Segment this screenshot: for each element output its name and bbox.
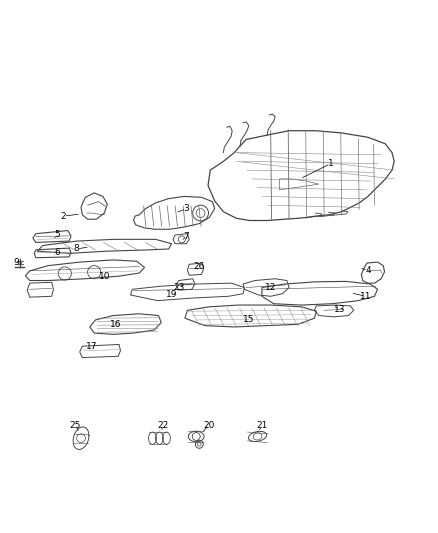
Text: 23: 23 [173, 283, 184, 292]
Text: 3: 3 [183, 204, 189, 213]
Text: 17: 17 [86, 342, 98, 351]
Text: 9: 9 [14, 259, 20, 268]
Text: 10: 10 [99, 272, 111, 281]
Text: 1: 1 [328, 159, 334, 168]
Text: 2: 2 [61, 212, 66, 221]
Text: 21: 21 [256, 421, 268, 430]
Text: 26: 26 [194, 262, 205, 271]
Text: 8: 8 [74, 245, 80, 254]
Text: 16: 16 [110, 320, 122, 329]
Text: 25: 25 [70, 421, 81, 430]
Text: 13: 13 [334, 305, 345, 314]
Text: 15: 15 [243, 316, 254, 325]
Text: 22: 22 [157, 421, 169, 430]
Text: 12: 12 [265, 283, 276, 292]
Text: 7: 7 [183, 232, 189, 241]
Text: 11: 11 [360, 292, 371, 301]
Text: 4: 4 [365, 266, 371, 276]
Text: 20: 20 [204, 421, 215, 430]
Text: 19: 19 [166, 290, 177, 300]
Text: 5: 5 [54, 230, 60, 239]
Text: 6: 6 [54, 248, 60, 257]
